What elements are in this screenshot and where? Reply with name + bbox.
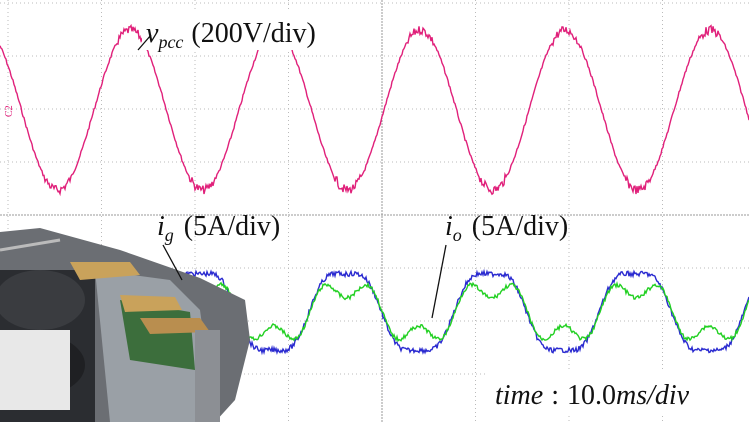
ig-trace xyxy=(174,268,749,356)
scale: (5A/div) xyxy=(472,211,568,242)
symbol: i xyxy=(445,211,453,242)
channel-marker: C2 xyxy=(4,105,15,117)
scale: (5A/div) xyxy=(184,211,280,242)
waveforms xyxy=(0,23,749,356)
label-backdrop xyxy=(142,12,374,50)
io-pointer xyxy=(431,244,447,319)
vpcc-trace xyxy=(0,23,749,197)
subscript: o xyxy=(453,225,462,245)
scale: (200V/div) xyxy=(191,18,315,49)
label-backdrop xyxy=(488,372,749,414)
io-label: io (5A/div) xyxy=(445,211,568,245)
vpcc-pointer xyxy=(137,34,152,51)
hardware-photo xyxy=(0,228,250,422)
symbol: i xyxy=(157,211,165,242)
separator: : xyxy=(551,380,559,411)
ig-pointer xyxy=(162,244,183,281)
time-label: time:10.0ms/div xyxy=(495,380,690,411)
vpcc-label: vpcc (200V/div) xyxy=(146,18,316,52)
subscript: pcc xyxy=(156,32,183,52)
variable: time xyxy=(495,380,543,411)
number: 10.0 xyxy=(567,380,616,411)
io-trace xyxy=(174,281,749,343)
symbol: v xyxy=(146,18,159,49)
ig-label: ig (5A/div) xyxy=(157,211,280,245)
subscript: g xyxy=(165,225,174,245)
unit: ms/div xyxy=(616,380,690,411)
